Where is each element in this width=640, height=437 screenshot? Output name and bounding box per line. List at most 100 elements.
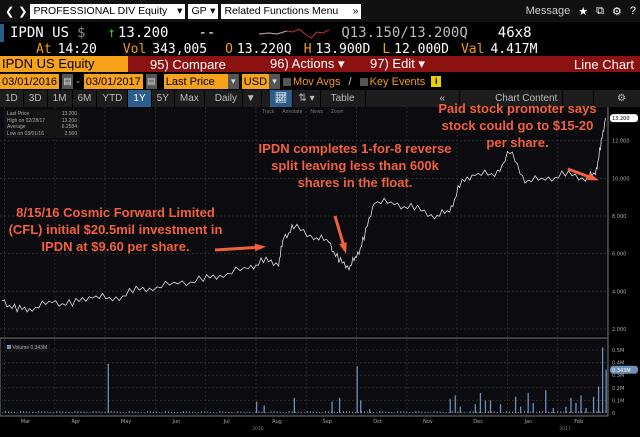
low: 12.000D [394,41,449,57]
chart-style-icon[interactable]: ⇅ ▾ [293,90,321,107]
track-tool[interactable]: Track [262,109,275,115]
chart-area[interactable]: 14.00012.00010.0008.0006.0004.0002.0000.… [0,101,640,432]
volume-bar [183,411,185,413]
annotate-tool[interactable]: Annotate [282,109,303,115]
volume-bar [489,400,492,413]
volume-bar [44,411,46,413]
volume-bar [424,411,426,413]
volume-bar [263,405,265,413]
calendar-icon[interactable]: ▤ [62,74,74,89]
chevron-down-icon[interactable]: ▾ [269,74,281,89]
gp-dropdown[interactable]: GP ▾ [188,3,219,19]
zoom-tool[interactable]: Zoom [330,109,344,115]
mov-avgs-checkbox[interactable] [283,77,292,86]
volume-bar [315,411,317,413]
security-field[interactable]: PROFESSIONAL DIV Equity ▾ [30,3,186,19]
volume-bar [164,411,166,413]
line-chart-icon[interactable]: 📈︎ [269,90,294,107]
volume-bar [243,411,245,413]
price-tick-label: 6.000 [612,252,626,258]
chevron-down-icon[interactable]: ▾ [227,74,239,89]
volume-bar [222,411,224,413]
settings-icon[interactable]: ⚙ [617,93,626,104]
gear-icon[interactable]: ⚙ [612,5,622,18]
period-1d[interactable]: 1D [0,90,24,107]
arrow-head-icon [339,242,347,254]
volume-bar [47,411,49,413]
volume-bar [189,411,191,413]
calendar-icon[interactable]: ▤ [145,74,157,89]
volume-bar [578,411,580,413]
arrow-head-icon [587,172,599,181]
period-1m[interactable]: 1M [48,90,73,107]
back-icon[interactable]: ❮ [5,5,15,18]
volume-bar [35,412,37,413]
field-select[interactable]: Last Price [163,74,228,89]
help-icon[interactable]: ? [629,5,636,17]
frequency-label: Daily [210,90,244,107]
compare-button[interactable]: 95) Compare [150,56,226,72]
related-functions-menu[interactable]: Related Functions Menu» [221,3,362,19]
volume-bar [570,397,572,413]
frequency-select[interactable]: Daily ▼ [205,90,262,107]
top-bar: ❮ ❯ PROFESSIONAL DIV Equity ▾ GP ▾ Related… [0,0,640,22]
volume-bar [403,411,405,413]
value-traded: 4.417M [490,41,538,57]
period-1y[interactable]: 1Y [128,90,152,107]
volume-bar [412,412,414,413]
volume-bar [167,411,169,413]
message-button[interactable]: Message [525,5,571,17]
actions-button[interactable]: 96) Actions ▾ [270,56,345,71]
forward-icon[interactable]: ❯ [18,5,28,18]
chart-content-button[interactable]: Chart Content [460,90,595,107]
volume-bar [597,386,600,413]
volume-legend: Volume 0.343M [4,344,51,352]
table-button[interactable]: Table [321,90,366,107]
news-tool[interactable]: News [310,109,323,115]
change: -- [198,25,216,41]
volume-bar [282,411,284,413]
volume-bar [508,411,510,413]
volume-bar [330,411,332,413]
info-icon[interactable]: i [431,76,442,87]
period-3d[interactable]: 3D [24,90,48,107]
volume-bar [17,412,19,413]
volume-bar [563,411,565,413]
start-date-input[interactable]: 03/01/2016 [0,74,60,89]
arrow-head-icon [254,243,266,252]
star-icon[interactable]: ★ [578,5,589,18]
period-5y[interactable]: 5Y [152,90,175,107]
volume-bar [273,411,275,413]
month-label: Feb [574,419,583,425]
volume-bar [369,409,371,413]
edit-button[interactable]: 97) Edit ▾ [370,56,425,71]
volume-bar [418,411,420,413]
year-label: 2017 [559,426,571,432]
currency-select[interactable]: USD [241,74,270,89]
volume-bar [104,411,106,413]
volume-bar [293,397,295,413]
volume-bar [409,412,411,413]
volume-bar [539,410,541,413]
period-ytd[interactable]: YTD [97,90,129,107]
volume-bar [536,412,538,413]
pencil-icon[interactable]: / [348,75,352,88]
volume-bar [92,410,94,413]
period-6m[interactable]: 6M [73,90,98,107]
volume-bar [204,411,206,413]
window-icon[interactable]: ⧉ [596,4,604,17]
collapse-icon[interactable]: « [426,90,461,107]
end-date-input[interactable]: 03/01/2017 [83,74,143,89]
period-max[interactable]: Max [175,90,205,107]
key-events-checkbox[interactable] [359,77,368,86]
related-text: Related Functions Menu [224,5,339,17]
volume-bar [324,410,326,413]
volume-bar [370,411,372,413]
volume-legend-label: Volume 0.343M [12,345,48,351]
volume-bar [490,411,492,413]
volume-bar [349,411,351,413]
security-tab[interactable]: IPDN US Equity [0,56,128,72]
ask: /13.200Q [400,25,468,41]
volume-bar [415,411,417,413]
up-arrow-icon: ↑ [107,25,116,41]
